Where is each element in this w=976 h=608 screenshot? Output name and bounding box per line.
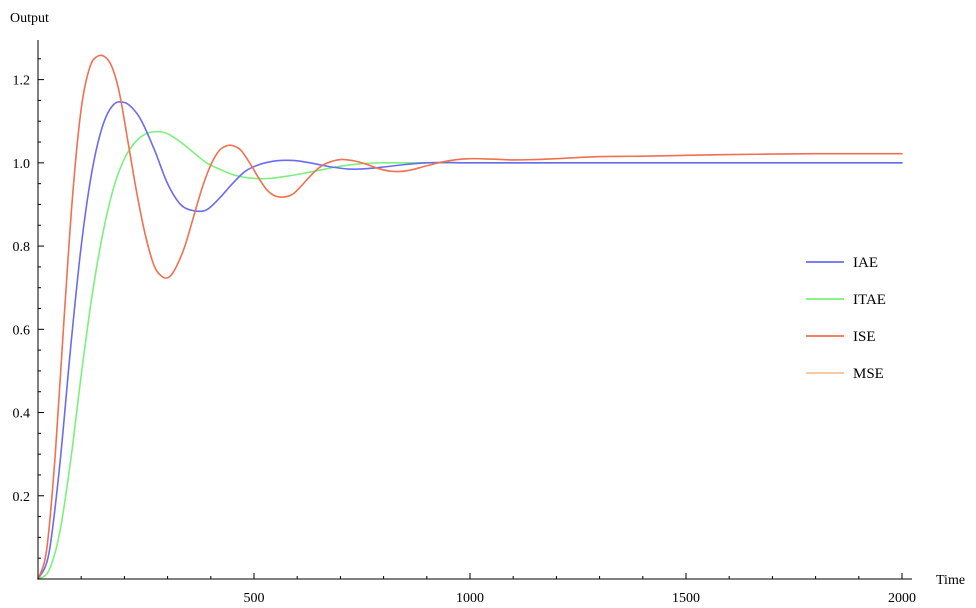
y-axis: 0.2 0.4 0.6 0.8 1.0 1.2 (13, 40, 44, 579)
y-axis-title: Output (10, 11, 49, 26)
plot-series (37, 54, 903, 580)
legend-label-itae: ITAE (853, 292, 886, 308)
legend: IAE ITAE ISE MSE (806, 255, 886, 382)
legend-label-mse: MSE (853, 366, 884, 382)
legend-label-iae: IAE (853, 255, 878, 271)
y-tick-label: 1.2 (13, 74, 31, 89)
y-tick-label: 0.2 (13, 490, 31, 505)
x-axis-title: Time (936, 573, 965, 588)
series-line-itae (37, 130, 903, 580)
x-axis: 500 1000 1500 2000 (38, 573, 916, 606)
x-tick-label: 1000 (456, 591, 484, 606)
y-tick-label: 1.0 (13, 157, 31, 172)
y-tick-label: 0.8 (13, 240, 31, 255)
series-line-ise (37, 54, 903, 580)
x-tick-label: 500 (244, 591, 265, 606)
x-tick-label: 2000 (888, 591, 916, 606)
y-tick-label: 0.4 (13, 407, 31, 422)
x-tick-label: 1500 (672, 591, 700, 606)
y-tick-label: 0.6 (13, 323, 31, 338)
legend-label-ise: ISE (853, 329, 876, 345)
series-line-iae (37, 101, 903, 580)
